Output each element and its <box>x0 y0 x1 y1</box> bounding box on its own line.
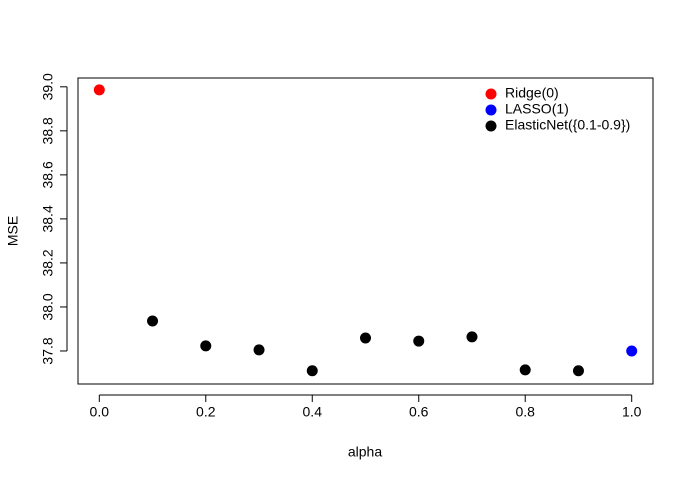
x-tick-label: 0.2 <box>196 404 216 420</box>
point <box>413 335 425 347</box>
point <box>572 365 584 377</box>
x-tick-label: 1.0 <box>622 404 642 420</box>
point <box>93 84 105 96</box>
point <box>200 340 212 352</box>
y-tick-label: 37.8 <box>40 337 56 364</box>
x-tick-label: 0.4 <box>303 404 323 420</box>
legend-marker <box>485 88 497 100</box>
legend-marker <box>485 120 497 132</box>
point <box>360 332 371 344</box>
legend-marker <box>485 104 497 116</box>
y-tick-label: 38.4 <box>40 205 56 232</box>
point <box>519 364 531 376</box>
y-tick-label: 38.2 <box>40 249 56 276</box>
point <box>466 331 478 343</box>
point <box>147 315 159 327</box>
y-tick-label: 38.6 <box>40 161 56 188</box>
y-tick-label: 38.8 <box>40 117 56 144</box>
y-tick-label: 38.0 <box>40 293 56 320</box>
point <box>253 344 265 356</box>
legend-label: Ridge(0) <box>505 85 559 101</box>
legend-label: LASSO(1) <box>505 101 569 117</box>
x-tick-label: 0.6 <box>409 404 429 420</box>
x-tick-label: 0.8 <box>515 404 535 420</box>
y-tick-label: 39.0 <box>40 73 56 100</box>
legend-label: ElasticNet({0.1-0.9}) <box>505 117 630 133</box>
point <box>626 345 638 357</box>
plot-frame <box>77 77 654 385</box>
x-tick-label: 0.0 <box>90 404 110 420</box>
y-axis-label: MSE <box>5 216 21 246</box>
x-axis-label: alpha <box>348 444 382 460</box>
point <box>306 365 318 377</box>
